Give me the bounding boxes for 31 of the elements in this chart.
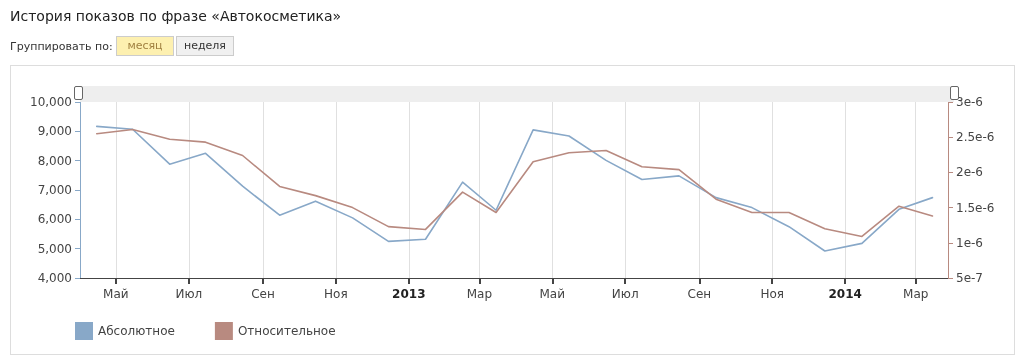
x-tick-label: Май	[103, 287, 129, 301]
y2-tick-label: 2.5e-6	[956, 130, 995, 145]
chart-title: История показов по фразе «Автокосметика»	[10, 8, 342, 24]
legend-label: Относительное	[237, 324, 336, 338]
y-tick-label: 9,000	[37, 124, 72, 139]
y-tick-label: 7,000	[37, 183, 72, 197]
x-tick-label: Май	[539, 287, 566, 301]
y-tick-label: 6,000	[37, 212, 72, 227]
text: неделя	[176, 36, 234, 56]
y-tick-label: 10,000	[30, 95, 72, 109]
x-tick-label: 2014	[828, 287, 862, 301]
legend-label: Абсолютное	[98, 324, 175, 338]
y2-tick-label: 3e-6	[956, 95, 983, 109]
y-tick-label: 4,000	[37, 271, 72, 285]
x-tick-label: Сен	[251, 287, 275, 301]
y2-tick-label: 1.5e-6	[956, 200, 995, 215]
y2-tick-label: 5e-7	[956, 271, 983, 285]
x-tick-label: Мар	[466, 287, 492, 301]
text: Группировать по:	[10, 40, 113, 53]
x-tick-label: Июл	[175, 287, 203, 301]
x-tick-label: Июл	[611, 287, 639, 301]
x-tick-label: 2013	[392, 287, 426, 301]
y-tick-label: 8,000	[37, 153, 72, 168]
text: месяц	[116, 36, 174, 56]
x-tick-label: Ноя	[324, 287, 348, 301]
y2-tick-label: 1e-6	[956, 235, 983, 250]
y-tick-label: 5,000	[37, 241, 72, 256]
x-tick-label: Ноя	[760, 287, 785, 301]
y2-tick-label: 2e-6	[956, 165, 983, 180]
x-tick-label: Сен	[687, 287, 712, 301]
x-tick-label: Мар	[903, 287, 929, 301]
